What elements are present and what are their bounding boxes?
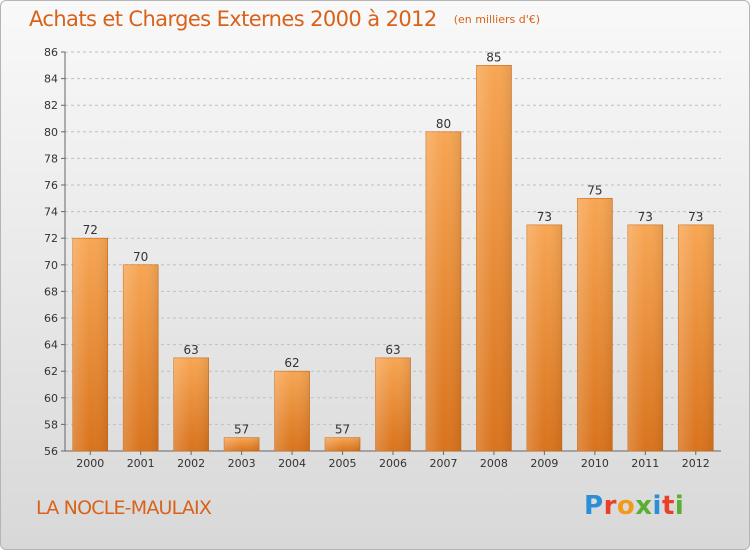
bar-shine [627,224,663,451]
data-labels: 72 70 63 57 62 57 63 80 85 73 75 73 73 [83,50,704,436]
chart-title: Achats et Charges Externes 2000 à 2012 [29,7,437,31]
data-label: 73 [688,210,703,224]
y-tick-label: 62 [44,365,58,378]
bar-shine [72,238,108,451]
x-tick-label: 2011 [631,457,659,470]
data-label: 72 [83,223,98,237]
logo-letter: r [603,491,617,521]
commune-name: LA NOCLE-MAULAIX [36,497,212,519]
x-tick-label: 2009 [530,457,558,470]
bar-shine [678,224,714,451]
y-tick-label: 74 [44,206,58,219]
y-tick-label: 78 [44,152,58,165]
x-tick-label: 2001 [127,457,155,470]
y-tick-label: 70 [44,259,58,272]
data-label: 57 [234,423,249,437]
y-tick-label: 60 [44,392,58,405]
x-tick-label: 2002 [177,457,205,470]
logo-letter: P [584,491,604,521]
x-tick-label: 2006 [379,457,407,470]
x-tick-label: 2003 [228,457,256,470]
y-tick-label: 76 [44,179,58,192]
bar-shine [123,264,159,451]
logo-letter: t [661,491,675,521]
x-tick-label: 2005 [329,457,357,470]
bar-shine [375,357,411,451]
data-label: 57 [335,423,350,437]
bar-shine [173,357,209,451]
data-label: 63 [385,343,400,357]
chart-unit: (en milliers d'€) [453,13,541,26]
x-tick-label: 2004 [278,457,306,470]
data-label: 75 [587,183,602,197]
data-label: 62 [284,356,299,370]
y-tick-label: 72 [44,232,58,245]
logo-letter: o [616,491,636,521]
bar-shine [224,437,260,451]
bars [72,65,714,452]
y-tick-label: 58 [44,418,58,431]
data-label: 73 [638,210,653,224]
proxiti-logo[interactable]: Proxiti [584,491,684,521]
y-tick-label: 68 [44,285,58,298]
logo-letter: i [652,491,662,521]
data-label: 73 [537,210,552,224]
data-label: 70 [133,250,148,264]
y-tick-label: 84 [44,73,58,86]
y-tick-label: 82 [44,99,58,112]
logo-letter: x [635,491,653,521]
bar-shine [425,131,461,452]
y-tick-label: 86 [44,46,58,59]
bar-shine [325,437,361,451]
x-tick-label: 2000 [76,457,104,470]
bar-shine [476,65,512,452]
chart-title-group: Achats et Charges Externes 2000 à 2012 (… [29,7,540,31]
x-tick-label: 2007 [429,457,457,470]
x-tick-label: 2008 [480,457,508,470]
y-tick-label: 66 [44,312,58,325]
y-tick-label: 64 [44,339,58,352]
x-tick-label: 2010 [581,457,609,470]
logo-letter: i [674,491,685,521]
bar-shine [577,198,613,451]
data-label: 63 [184,343,199,357]
data-label: 80 [436,117,451,131]
bar-shine [526,224,562,451]
data-label: 85 [486,50,501,64]
y-tick-label: 80 [44,126,58,139]
y-tick-label: 56 [44,445,58,458]
x-tick-label: 2012 [682,457,710,470]
bar-shine [274,371,310,451]
